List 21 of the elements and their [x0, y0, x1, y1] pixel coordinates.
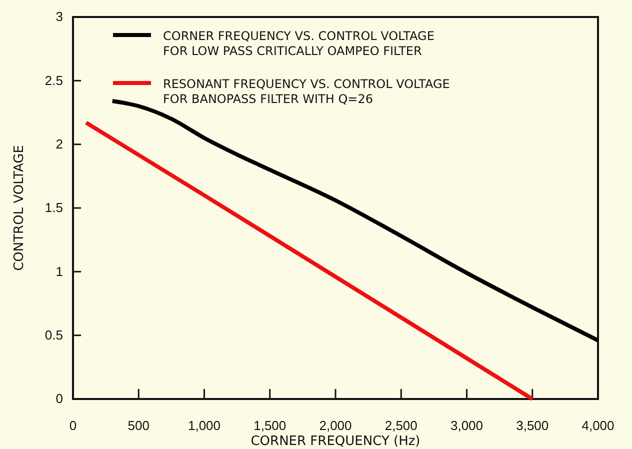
x-tick-label: 1,000 [188, 418, 221, 434]
legend-label: RESONANT FREQUENCY VS. CONTROL VOLTAGE FOR BANOPASS FILTER WITH Q=26 [163, 77, 450, 106]
x-axis-title: CORNER FREQUENCY (Hz) [250, 434, 420, 449]
y-axis-title: CONTROL VOLTAGE [12, 145, 27, 271]
line-series [84, 120, 534, 401]
x-tick-label: 2,500 [384, 418, 418, 434]
y-tick-label: 3 [56, 9, 63, 24]
x-tick-label: 1,500 [254, 418, 286, 434]
y-tick-label: 0.5 [44, 327, 63, 342]
y-tick-label: 2.5 [44, 72, 63, 88]
x-tick-label: 500 [128, 418, 150, 434]
y-tick-label: 0 [56, 391, 63, 406]
x-tick-label: 3,000 [450, 418, 484, 434]
legend-label: CORNER FREQUENCY VS. CONTROL VOLTAGE FOR LOW PASS CRITICALLY OAMPEO FILTER [163, 29, 434, 58]
x-tick-label: 3,500 [516, 418, 549, 434]
x-tick-label: 4,000 [582, 418, 614, 434]
x-tick-label: 2,000 [319, 418, 352, 434]
y-tick-label: 1 [56, 264, 63, 279]
x-tick-label: 0 [69, 418, 77, 434]
y-tick-label: 2 [56, 136, 63, 152]
y-tick-label: 1.5 [44, 200, 63, 216]
